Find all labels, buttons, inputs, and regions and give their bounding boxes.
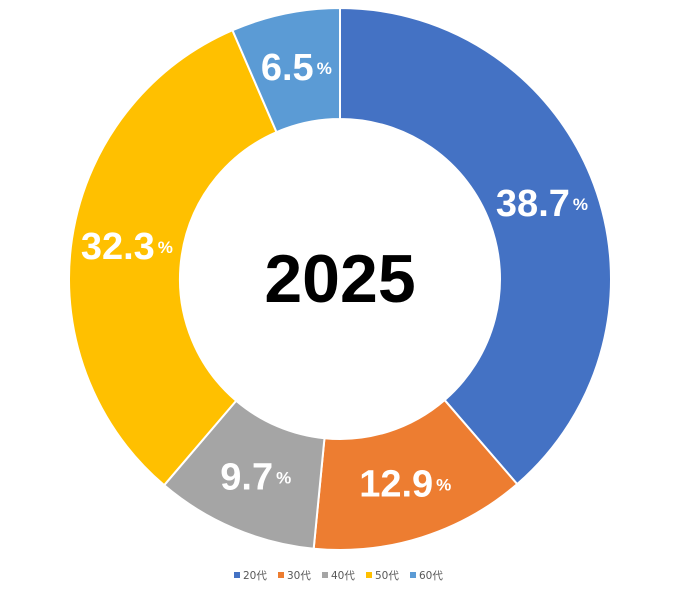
slice-label-4: 32.3%	[81, 226, 173, 268]
legend-item-5: 60代	[410, 570, 443, 582]
legend-label: 30代	[287, 570, 311, 582]
legend-label: 50代	[375, 570, 399, 582]
slice-label-1: 38.7%	[496, 183, 588, 225]
slice-label-2: 12.9%	[359, 463, 451, 505]
legend-item-3: 40代	[322, 570, 355, 582]
legend-label: 40代	[331, 570, 355, 582]
legend-item-4: 50代	[366, 570, 399, 582]
legend-swatch	[234, 572, 240, 578]
legend-item-1: 20代	[234, 570, 267, 582]
legend-swatch	[278, 572, 284, 578]
donut-slice-1	[339, 6, 612, 486]
legend-item-2: 30代	[278, 570, 311, 582]
donut-slice-4	[68, 28, 278, 487]
chart-legend: 20代 30代 40代 50代 60代	[234, 570, 443, 582]
donut-slice-5	[231, 6, 341, 134]
legend-label: 60代	[419, 570, 443, 582]
slice-labels: 38.7 % 12.9 % 9.7 % 32.3 % 6.5%	[81, 47, 588, 505]
center-label: 2025	[264, 241, 415, 317]
legend-swatch	[410, 572, 416, 578]
legend-swatch	[366, 572, 372, 578]
donut-slices	[68, 6, 612, 551]
legend-swatch	[322, 572, 328, 578]
slice-label-3: 9.7%	[220, 456, 291, 498]
legend-label: 20代	[243, 570, 267, 582]
slice-label-5: 6.5%	[261, 47, 332, 89]
